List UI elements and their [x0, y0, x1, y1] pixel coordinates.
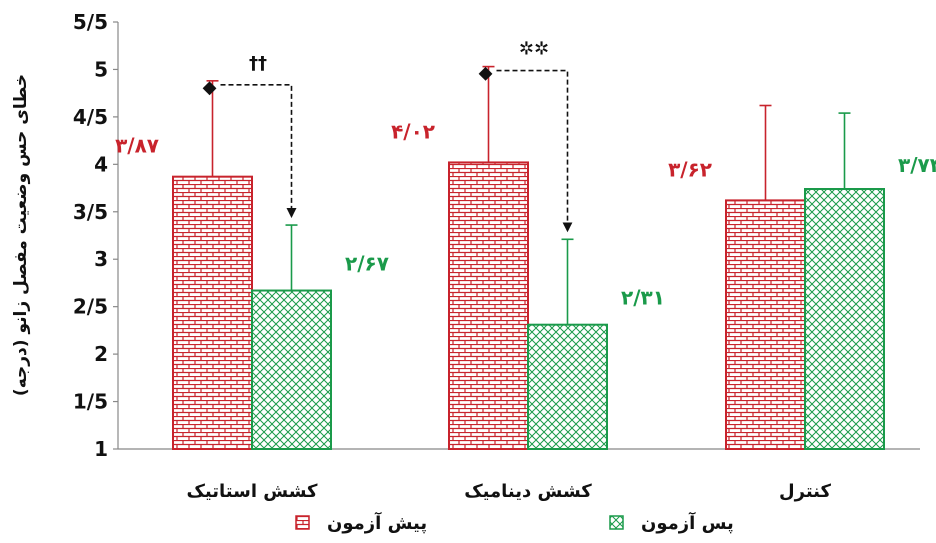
value-label: ۳/۷۴	[898, 153, 936, 177]
y-tick-label: 1	[94, 437, 108, 461]
category-label: کشش استاتیک	[186, 481, 318, 502]
axes: 1 1/5 2 2/5 3 3/5 4 4/5 5 5/5	[73, 10, 920, 461]
value-label: ۲/۳۱	[621, 286, 665, 310]
category-label: کشش دینامیک	[464, 481, 592, 502]
y-tick-label: 3	[94, 247, 108, 271]
diamond-marker: ◆	[479, 63, 493, 84]
bar-pretest	[172, 175, 253, 450]
value-label: ۲/۶۷	[345, 252, 389, 276]
diamond-marker: ◆	[203, 77, 217, 98]
y-tick-label: 3/5	[73, 200, 108, 224]
category-label: کنترل	[779, 481, 832, 502]
y-tick-label: 4/5	[73, 105, 108, 129]
error-bars	[206, 65, 851, 325]
value-labels: ۳/۸۷ ۴/۰۲ ۳/۶۲ ۲/۶۷ ۲/۳۱ ۳/۷۴	[115, 119, 936, 309]
value-label: ۴/۰۲	[391, 119, 435, 143]
legend-label: پیش آزمون	[327, 511, 427, 534]
dashed-arrow	[220, 84, 297, 219]
y-axis-label: خطای حس وضعیت مفصل زانو (درجه)	[11, 74, 31, 396]
significance-symbol: ††	[249, 53, 267, 74]
y-tick-label: 2	[94, 342, 108, 366]
bar-posttest	[251, 289, 332, 450]
legend-swatch	[295, 515, 310, 530]
y-tick-label: 1/5	[73, 390, 108, 414]
bars	[172, 161, 885, 451]
significance-symbol: ✲✲	[519, 39, 549, 60]
legend: پیش آزمون پس آزمون	[295, 511, 734, 534]
bar-posttest	[804, 188, 885, 450]
category-labels: کشش استاتیک کشش دینامیک کنترل	[186, 481, 831, 502]
bar-posttest	[527, 323, 608, 450]
bar-pretest	[725, 199, 806, 450]
legend-label: پس آزمون	[641, 511, 734, 534]
y-tick-label: 5/5	[73, 10, 108, 34]
bar-pretest	[448, 161, 529, 451]
y-tick-label: 2/5	[73, 295, 108, 319]
value-label: ۳/۸۷	[115, 134, 159, 158]
significance-annotations: ◆ †† ◆ ✲✲	[203, 39, 573, 233]
legend-swatch	[609, 515, 624, 530]
y-tick-label: 5	[94, 57, 108, 81]
value-label: ۳/۶۲	[668, 157, 712, 181]
y-tick-label: 4	[94, 152, 108, 176]
